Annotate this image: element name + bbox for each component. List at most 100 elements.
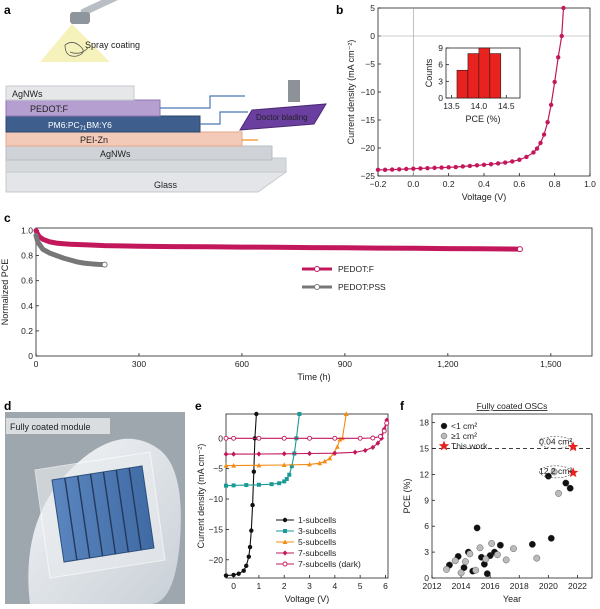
legend-marker bbox=[314, 266, 320, 272]
jv-point bbox=[375, 167, 381, 173]
y-tick-label: −10 bbox=[209, 494, 224, 504]
jv-point bbox=[256, 462, 262, 468]
scatter-point bbox=[488, 540, 496, 547]
jv-point bbox=[382, 167, 388, 173]
scatter-point bbox=[494, 551, 501, 559]
scatter-point bbox=[466, 550, 474, 558]
y-tick-label: −10 bbox=[361, 87, 376, 97]
x-tick-label: 2014 bbox=[452, 581, 471, 591]
jv-point bbox=[495, 161, 501, 166]
scatter-point bbox=[473, 524, 481, 532]
annotation-large-area: 12.2 cm² bbox=[539, 466, 572, 476]
jv-point bbox=[223, 463, 229, 468]
this-work-star bbox=[567, 467, 579, 478]
panel-c: c 0 300 600 900 1,200 1,500 0 0.2 0.4 0.6 0.8 1.0 Ti… bbox=[0, 211, 593, 382]
y-tick-label: −25 bbox=[361, 171, 376, 181]
x-tick-label: 14.0 bbox=[471, 101, 488, 111]
legend-label: This work bbox=[451, 441, 488, 451]
jv-point bbox=[281, 451, 287, 457]
jv-point bbox=[460, 164, 465, 169]
y-tick-label: 3 bbox=[424, 547, 429, 557]
jv-point bbox=[307, 461, 312, 467]
x-tick-label: 0 bbox=[34, 359, 39, 369]
jv-point bbox=[552, 79, 557, 85]
y-tick-label: 0 bbox=[28, 351, 33, 361]
y-tick-label: −20 bbox=[209, 555, 224, 565]
jv-point bbox=[327, 455, 333, 461]
jv-point bbox=[503, 160, 508, 165]
jv-point bbox=[362, 447, 368, 454]
panel-a: a Spray coating Glass AgNWs PEI-Zn PM6:P… bbox=[4, 0, 327, 193]
x-tick-label: 2016 bbox=[481, 581, 500, 591]
y-axis-label: Current density (mA cm⁻²) bbox=[196, 444, 206, 549]
jv-point bbox=[251, 469, 257, 474]
jv-curve bbox=[226, 419, 388, 455]
x-tick-label: 900 bbox=[338, 359, 352, 369]
plot-frame bbox=[431, 413, 593, 579]
jv-point bbox=[524, 154, 529, 160]
scatter-point bbox=[483, 570, 491, 578]
x-tick-label: 300 bbox=[132, 359, 146, 369]
y-tick-label: −5 bbox=[365, 59, 375, 69]
jv-point bbox=[411, 166, 416, 171]
jv-point bbox=[249, 528, 254, 533]
jv-point bbox=[375, 440, 381, 446]
y-tick-label: 18 bbox=[420, 418, 430, 428]
jv-point bbox=[384, 417, 390, 423]
scatter-point bbox=[566, 484, 574, 492]
jv-point bbox=[244, 563, 249, 569]
jv-point bbox=[281, 435, 287, 441]
x-tick-label: 6 bbox=[383, 581, 388, 591]
x-tick-label: 14.5 bbox=[498, 101, 515, 111]
x-tick-label: 0.6 bbox=[513, 179, 525, 189]
doctor-blade-icon bbox=[288, 80, 300, 102]
jv-point bbox=[343, 411, 349, 416]
scatter-point bbox=[502, 556, 510, 564]
y-axis-label: Normalized PCE bbox=[0, 259, 10, 326]
y-tick-label: 0.4 bbox=[21, 301, 33, 311]
jv-point bbox=[418, 166, 423, 171]
scatter-point bbox=[528, 540, 536, 548]
layer-agnws-top: AgNWs bbox=[12, 89, 43, 99]
legend-label: <1 cm² bbox=[451, 421, 477, 431]
x-tick-label: 0.2 bbox=[443, 179, 455, 189]
subcell-divider bbox=[64, 477, 78, 561]
x-tick-label: 1,500 bbox=[540, 359, 562, 369]
histogram-bar bbox=[456, 69, 469, 99]
jv-point bbox=[322, 458, 328, 464]
subcell-divider bbox=[128, 467, 142, 551]
jv-point bbox=[244, 483, 249, 488]
panel-d-label: d bbox=[4, 399, 11, 413]
jv-point bbox=[517, 157, 522, 162]
jv-point bbox=[534, 146, 540, 151]
x-tick-label: 2 bbox=[282, 581, 287, 591]
jv-point bbox=[467, 163, 473, 169]
spray-gun-icon bbox=[40, 0, 146, 62]
jv-point bbox=[281, 462, 287, 468]
panel-a-label: a bbox=[4, 3, 11, 17]
layer-pedot-f: PEDOT:F bbox=[30, 104, 69, 114]
x-tick-label: 0.0 bbox=[407, 179, 419, 189]
stability-curve bbox=[33, 228, 523, 252]
jv-point bbox=[352, 449, 358, 455]
x-tick-label: 1.0 bbox=[584, 179, 596, 189]
scatter-point bbox=[462, 558, 469, 565]
jv-point bbox=[481, 162, 487, 167]
y-axis-label: Counts bbox=[424, 58, 434, 87]
stability-endpoint bbox=[101, 261, 108, 268]
x-tick-label: 0.4 bbox=[478, 179, 490, 189]
legend-marker bbox=[440, 432, 448, 440]
y-tick-label: 0 bbox=[438, 93, 443, 103]
jv-point bbox=[446, 165, 451, 170]
y-tick-label: 3 bbox=[438, 76, 443, 86]
y-tick-label: 15 bbox=[420, 444, 430, 454]
jv-point bbox=[397, 167, 402, 172]
x-tick-label: 5 bbox=[358, 581, 363, 591]
y-tick-label: 0.6 bbox=[21, 276, 33, 286]
annotation-small-area: 0.04 cm² bbox=[539, 436, 572, 446]
doctor-blading-label: Doctor blading bbox=[256, 113, 308, 122]
jv-point bbox=[453, 164, 458, 170]
y-tick-label: −15 bbox=[361, 115, 376, 125]
legend-label: 5-subcells bbox=[298, 537, 336, 547]
inset-histogram: 13.5 14.0 14.5 0 3 6 9 PCE (%) Counts bbox=[424, 42, 522, 124]
